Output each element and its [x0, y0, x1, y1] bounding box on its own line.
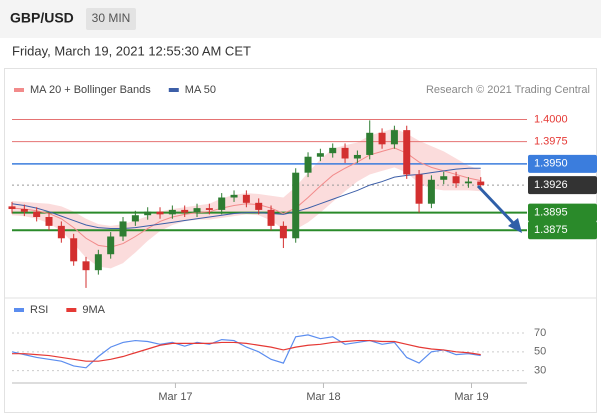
candle-body: [70, 238, 78, 262]
level-label: 1.3950: [534, 158, 568, 170]
symbol: GBP/USD: [10, 10, 74, 26]
candle-body: [464, 181, 472, 184]
candle-body: [45, 217, 53, 226]
candle-body: [316, 153, 324, 157]
candle-body: [144, 211, 152, 216]
timeframe-box[interactable]: [86, 8, 136, 30]
candle-body: [168, 209, 176, 215]
candle-body: [279, 225, 287, 239]
level-label-box: [528, 154, 597, 173]
timestamp: Friday, March 19, 2021 12:55:30 AM CET: [12, 43, 251, 58]
candle-body: [366, 132, 374, 155]
candle-body: [440, 176, 448, 180]
y-tick-label: 30: [534, 365, 546, 377]
legend-swatch: [14, 88, 24, 92]
candle-body: [107, 236, 115, 255]
credit: Research © 2021 Trading Central: [426, 84, 590, 96]
legend-swatch: [168, 88, 179, 92]
candle-body: [156, 211, 164, 215]
legend-swatch: [14, 308, 24, 312]
x-tick-label: Mar 18: [306, 391, 340, 403]
ma-line: [11, 167, 481, 230]
candle-body: [255, 202, 263, 210]
candle-body: [242, 194, 250, 203]
candle-body: [403, 130, 411, 175]
level-label: 1.3895: [534, 206, 568, 218]
candle-body: [427, 179, 435, 204]
candle-body: [119, 221, 127, 237]
forecast-arrowhead: [508, 218, 522, 233]
candle-body: [353, 154, 361, 159]
indicator-line: [12, 339, 481, 362]
indicator-line: [11, 334, 481, 369]
x-tick-label: Mar 17: [158, 391, 192, 403]
candle-body: [8, 206, 16, 210]
level-label: 1.3875: [534, 224, 568, 236]
level-label-box: [528, 221, 597, 240]
candle-body: [329, 147, 337, 154]
level-label: 1.3975: [534, 136, 568, 148]
forecast-arrow: [476, 184, 518, 228]
candle-body: [452, 176, 460, 184]
level-label-box: [528, 203, 597, 222]
candle-body: [415, 174, 423, 204]
y-tick-label: 50: [534, 346, 546, 358]
candle-body: [477, 181, 485, 186]
candle-body: [341, 147, 349, 159]
candle-body: [218, 197, 226, 210]
timeframe[interactable]: 30 MIN: [92, 11, 131, 25]
candle-body: [378, 132, 386, 145]
level-label-box: [528, 176, 597, 195]
legend-label: RSI: [30, 304, 48, 316]
candle-body: [181, 209, 189, 213]
legend-label: MA 50: [185, 84, 216, 96]
candle-body: [131, 215, 139, 222]
candle-body: [205, 208, 213, 210]
level-label: 1.4000: [534, 113, 568, 125]
candle-body: [390, 130, 398, 145]
level-label: 1.3926: [534, 179, 568, 191]
legend-label: MA 20 + Bollinger Bands: [30, 84, 151, 96]
candle-body: [230, 194, 238, 198]
candle-body: [267, 209, 275, 226]
x-tick-label: Mar 19: [454, 391, 488, 403]
y-tick-label: 70: [534, 327, 546, 339]
legend-label: 9MA: [82, 304, 105, 316]
candle-body: [57, 225, 65, 239]
candle-body: [33, 211, 41, 217]
candle-body: [292, 172, 300, 239]
candle-body: [304, 156, 312, 173]
candle-body: [94, 254, 102, 271]
candle-body: [193, 208, 201, 213]
candle-body: [82, 261, 90, 271]
legend-swatch: [66, 308, 77, 312]
candle-body: [20, 209, 28, 212]
